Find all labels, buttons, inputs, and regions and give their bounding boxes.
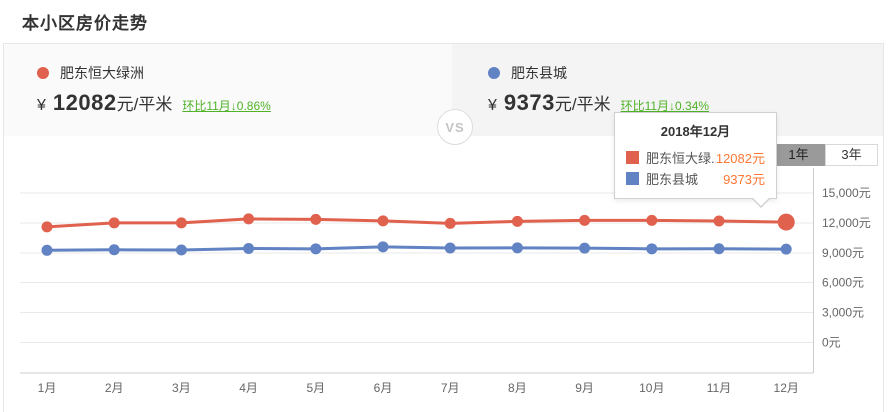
data-point[interactable]: [713, 215, 725, 227]
time-range-switch: 1年 3年: [772, 144, 878, 166]
community-price: 12082: [52, 90, 117, 115]
data-point[interactable]: [377, 241, 389, 253]
tooltip-county-name: 肥东县城: [646, 172, 699, 187]
data-point[interactable]: [108, 244, 120, 256]
county-price: 9373: [503, 90, 555, 115]
data-point[interactable]: [310, 213, 322, 225]
tooltip-community-value: 12082元: [715, 151, 765, 166]
y-axis-tick-label: 0元: [822, 336, 841, 350]
county-month-change-link[interactable]: 环比11月↓0.34%: [620, 99, 710, 113]
data-point[interactable]: [41, 221, 53, 233]
x-axis-month-label: 6月: [374, 381, 393, 395]
county-price-line: ¥ 9373 元/平米 环比11月↓0.34%: [488, 90, 883, 116]
x-axis-month-label: 3月: [172, 381, 191, 395]
x-axis-month-label: 4月: [239, 381, 258, 395]
blue-series-dot-icon: [488, 67, 500, 79]
compare-panels: 肥东恒大绿洲 ¥ 12082 元/平米 环比11月↓0.86% 肥东县城 ¥ 9…: [4, 44, 883, 145]
community-price-line: ¥ 12082 元/平米 环比11月↓0.86%: [37, 90, 452, 116]
tooltip-row-community: 肥东恒大绿... 12082元: [626, 147, 765, 168]
series-line-0: [45, 217, 788, 229]
range-button-1year[interactable]: 1年: [772, 144, 825, 166]
tooltip-county-value: 9373元: [723, 172, 765, 187]
x-axis-month-label: 2月: [105, 381, 124, 395]
x-axis-month-label: 10月: [639, 381, 664, 395]
data-point[interactable]: [713, 243, 725, 255]
community-month-change-link[interactable]: 环比11月↓0.86%: [182, 99, 271, 113]
tooltip-date-title: 2018年12月: [660, 124, 731, 139]
page-title: 本小区房价走势: [22, 14, 148, 33]
data-point[interactable]: [444, 217, 456, 229]
data-point[interactable]: [646, 243, 658, 255]
vs-badge: VS: [437, 109, 473, 145]
data-point[interactable]: [579, 242, 591, 254]
y-axis-tick-label: 9,000元: [822, 246, 864, 260]
red-swatch-icon: [626, 151, 639, 164]
data-point[interactable]: [175, 217, 187, 229]
chart-tooltip: 2018年12月 肥东恒大绿... 12082元 肥东县城 9373元: [614, 112, 777, 208]
data-point-highlighted[interactable]: [777, 213, 795, 231]
data-point[interactable]: [41, 244, 53, 256]
y-axis-tick-label: 12,000元: [822, 216, 871, 230]
x-axis-month-label: 12月: [774, 381, 799, 395]
tooltip-arrow-icon: [752, 197, 770, 206]
community-legend: 肥东恒大绿洲: [37, 64, 452, 82]
county-legend: 肥东县城: [488, 64, 883, 82]
panel-community: 肥东恒大绿洲 ¥ 12082 元/平米 环比11月↓0.86%: [4, 44, 452, 136]
y-axis-tick-label: 3,000元: [822, 306, 864, 320]
x-axis-month-label: 8月: [508, 381, 527, 395]
x-axis-month-label: 1月: [38, 381, 57, 395]
data-point[interactable]: [108, 217, 120, 229]
x-axis-month-label: 11月: [707, 381, 731, 395]
data-point[interactable]: [175, 244, 187, 256]
range-button-3year[interactable]: 3年: [825, 144, 878, 166]
data-point[interactable]: [243, 213, 255, 225]
community-price-unit: 元/平米: [116, 95, 173, 114]
data-point[interactable]: [511, 215, 523, 227]
data-point[interactable]: [780, 243, 792, 255]
currency-symbol: ¥: [488, 97, 497, 114]
tooltip-community-name: 肥东恒大绿...: [646, 151, 716, 166]
price-trend-card: 肥东恒大绿洲 ¥ 12082 元/平米 环比11月↓0.86% 肥东县城 ¥ 9…: [3, 43, 884, 412]
data-point[interactable]: [377, 215, 389, 227]
data-point[interactable]: [243, 243, 255, 255]
red-series-dot-icon: [37, 67, 49, 79]
data-point[interactable]: [579, 214, 591, 226]
data-point[interactable]: [444, 242, 456, 254]
currency-symbol: ¥: [37, 97, 46, 114]
data-point[interactable]: [646, 214, 658, 226]
blue-swatch-icon: [626, 172, 639, 185]
tooltip-row-county: 肥东县城 9373元: [626, 168, 765, 189]
county-name: 肥东县城: [511, 65, 567, 81]
county-price-unit: 元/平米: [554, 95, 611, 114]
y-axis-tick-label: 6,000元: [822, 276, 864, 290]
series-line-1: [45, 245, 788, 252]
data-point[interactable]: [310, 243, 322, 255]
community-name: 肥东恒大绿洲: [60, 65, 144, 81]
data-point[interactable]: [511, 242, 523, 254]
x-axis-month-label: 9月: [575, 381, 594, 395]
x-axis-month-label: 5月: [306, 381, 325, 395]
x-axis-month-label: 7月: [441, 381, 460, 395]
y-axis-tick-label: 15,000元: [822, 186, 871, 200]
